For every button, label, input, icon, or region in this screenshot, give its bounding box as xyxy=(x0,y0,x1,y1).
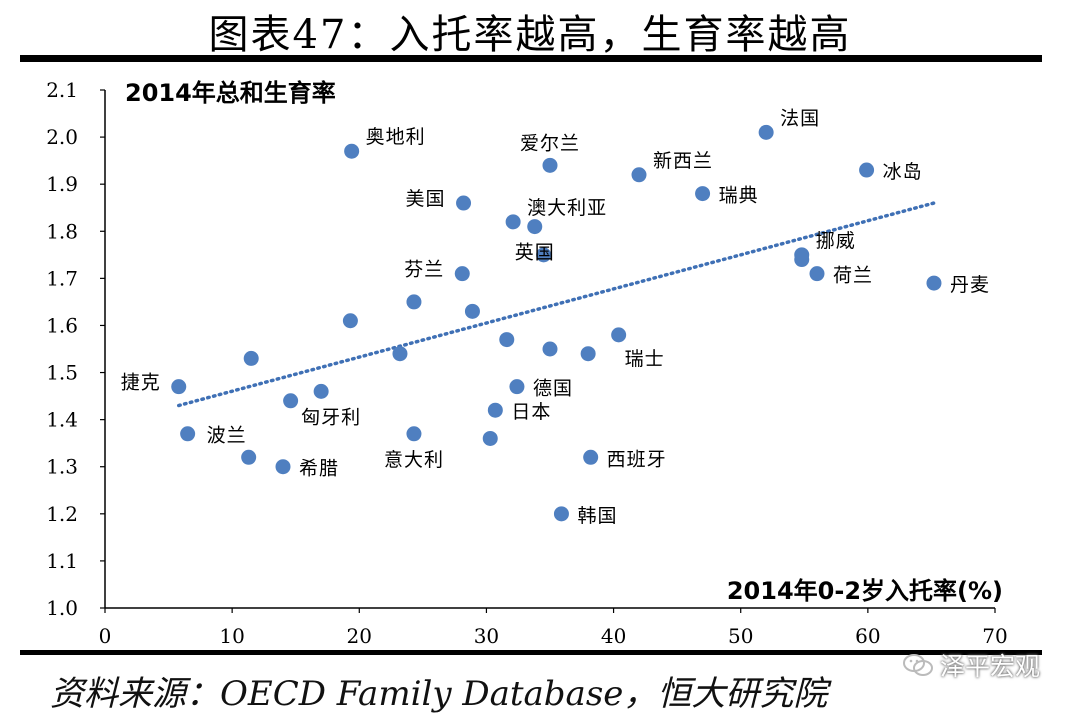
data-point xyxy=(809,266,825,282)
x-tick-label: 0 xyxy=(99,624,112,648)
point-label: 法国 xyxy=(780,107,820,129)
source-note: 资料来源：OECD Family Database，恒大研究院 xyxy=(50,674,828,714)
data-point xyxy=(171,379,187,395)
point-label: 意大利 xyxy=(384,449,444,471)
chart-ylabel: 2014年总和生育率 xyxy=(125,79,336,107)
data-point xyxy=(505,214,521,230)
point-label: 德国 xyxy=(533,378,573,400)
point-label: 瑞典 xyxy=(719,185,759,207)
point-label: 荷兰 xyxy=(833,265,873,287)
data-point xyxy=(926,275,942,291)
y-tick-label: 1.1 xyxy=(46,549,78,573)
y-tick-label: 1.0 xyxy=(46,596,78,620)
watermark-text: 泽平宏观 xyxy=(940,652,1041,681)
data-point xyxy=(313,383,329,399)
point-label: 希腊 xyxy=(299,458,339,480)
data-point xyxy=(527,219,543,235)
x-tick-label: 70 xyxy=(982,624,1007,648)
point-label: 澳大利亚 xyxy=(527,197,607,219)
data-point xyxy=(695,186,711,202)
data-point xyxy=(454,266,470,282)
x-tick-label: 40 xyxy=(601,624,626,648)
data-point xyxy=(509,379,525,395)
y-tick-label: 1.6 xyxy=(46,313,78,337)
point-label: 日本 xyxy=(511,401,551,423)
y-tick-label: 1.9 xyxy=(46,172,78,196)
y-tick-label: 1.5 xyxy=(46,361,78,385)
wechat-icon xyxy=(903,654,933,676)
point-label: 爱尔兰 xyxy=(520,132,580,154)
data-point xyxy=(859,162,875,178)
point-label: 瑞士 xyxy=(625,348,665,370)
point-label: 奥地利 xyxy=(366,126,426,148)
point-label: 芬兰 xyxy=(404,259,444,281)
data-point xyxy=(342,313,358,329)
data-point xyxy=(456,195,472,211)
x-tick-label: 50 xyxy=(728,624,753,648)
x-tick-label: 20 xyxy=(347,624,372,648)
point-label: 冰岛 xyxy=(883,161,923,183)
data-point xyxy=(243,350,259,366)
point-label: 丹麦 xyxy=(950,274,990,296)
watermark: 泽平宏观 xyxy=(902,647,1040,683)
data-point xyxy=(580,346,596,362)
point-label: 美国 xyxy=(406,188,446,210)
trendline-group xyxy=(176,201,936,408)
y-tick-label: 2.0 xyxy=(46,125,78,149)
data-point xyxy=(482,430,498,446)
y-tick-label: 1.8 xyxy=(46,219,78,243)
top-rule xyxy=(20,55,1042,62)
data-point xyxy=(536,247,552,263)
point-label: 挪威 xyxy=(816,230,856,252)
point-label: 韩国 xyxy=(577,505,617,527)
y-tick-label: 2.1 xyxy=(46,78,78,102)
data-point xyxy=(283,393,299,409)
data-point xyxy=(406,426,422,442)
data-point xyxy=(392,346,408,362)
y-tick-label: 1.2 xyxy=(46,502,78,526)
x-tick-label: 10 xyxy=(219,624,244,648)
point-label: 英国 xyxy=(515,242,555,264)
data-point xyxy=(553,506,569,522)
data-point xyxy=(344,143,360,159)
data-point xyxy=(180,426,196,442)
data-point xyxy=(542,341,558,357)
data-point xyxy=(499,332,515,348)
data-point xyxy=(611,327,627,343)
y-tick-label: 1.4 xyxy=(46,408,78,432)
data-point xyxy=(241,449,257,465)
data-point xyxy=(275,459,291,475)
data-point xyxy=(794,252,810,268)
point-label: 匈牙利 xyxy=(301,406,361,428)
axes: 1.0 1.1 1.2 1.3 1.4 1.5 1.6 1.7 1.8 1.9 2.0 2.1 0 10 2… xyxy=(46,78,1008,648)
y-tick-label: 1.3 xyxy=(46,455,78,479)
bottom-rule xyxy=(20,650,1042,655)
data-point xyxy=(542,157,558,173)
data-point xyxy=(464,303,480,319)
point-label: 西班牙 xyxy=(607,448,667,470)
x-tick-label: 60 xyxy=(855,624,880,648)
x-tick-label: 30 xyxy=(474,624,499,648)
point-label: 捷克 xyxy=(121,372,161,394)
data-point xyxy=(758,124,774,140)
points-group xyxy=(171,124,942,522)
trendline xyxy=(176,201,936,408)
figure-title: 图表47：入托率越高，生育率越高 xyxy=(208,12,852,58)
data-point xyxy=(583,449,599,465)
point-label: 波兰 xyxy=(207,424,247,446)
data-point xyxy=(631,167,647,183)
y-tick-label: 1.7 xyxy=(46,266,78,290)
point-label: 新西兰 xyxy=(653,150,713,172)
data-point xyxy=(406,294,422,310)
chart-xlabel: 2014年0-2岁入托率(%) xyxy=(727,577,1003,605)
data-point xyxy=(487,402,503,418)
